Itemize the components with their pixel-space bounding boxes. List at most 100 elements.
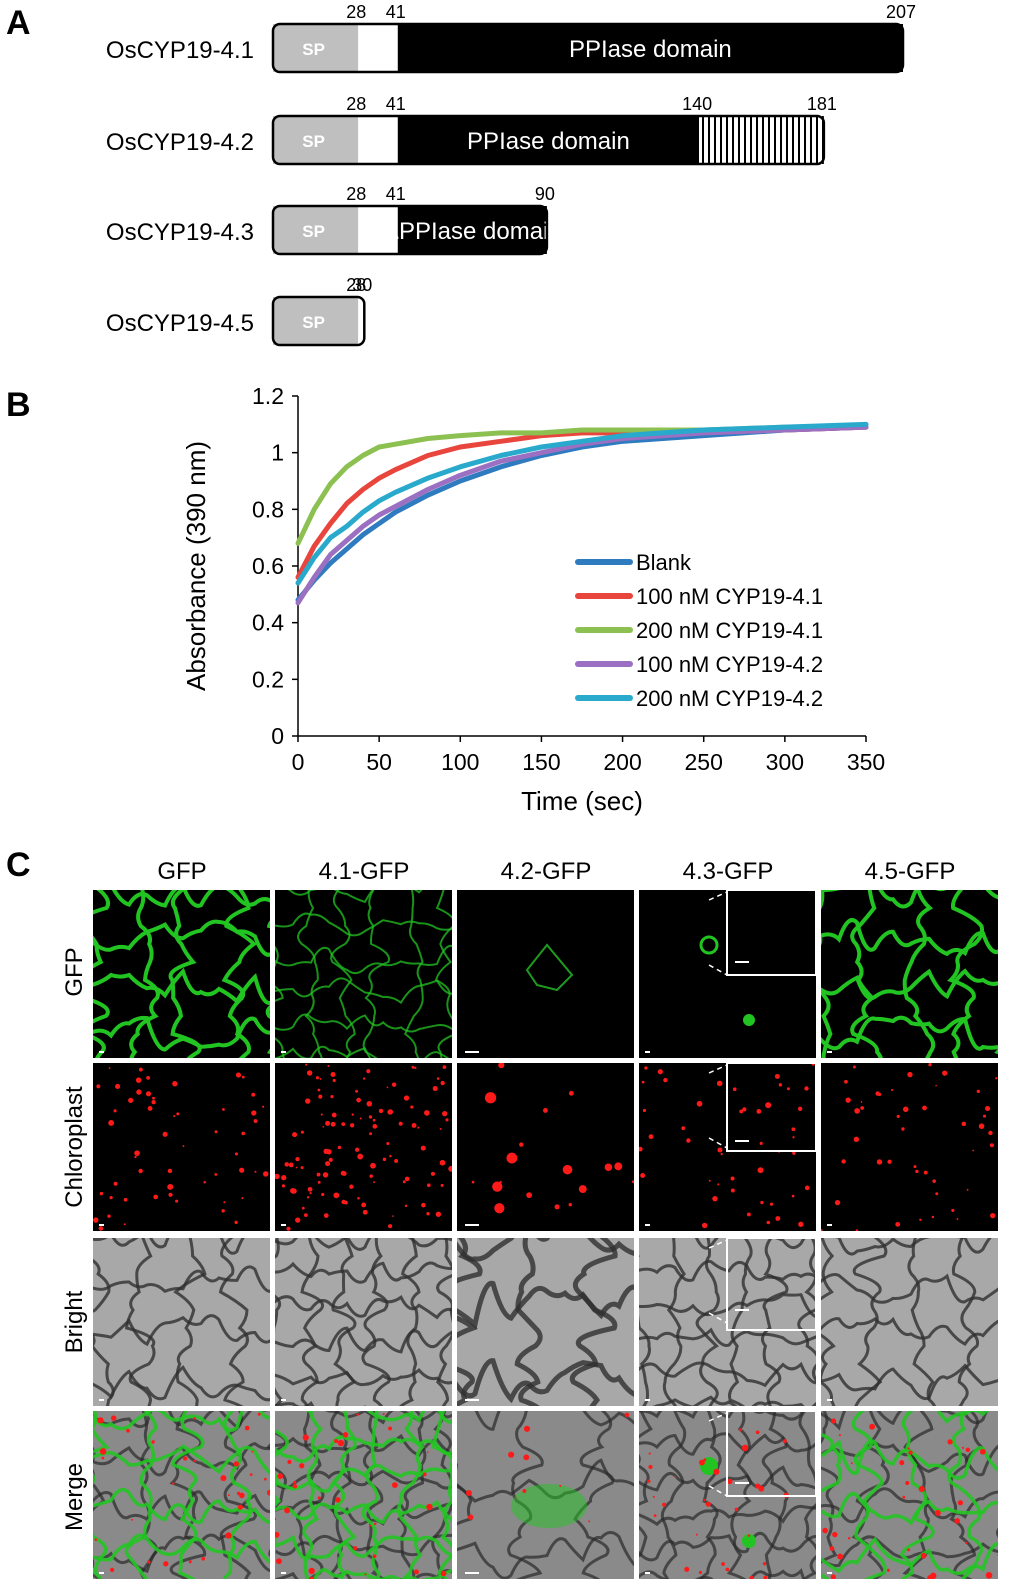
chloroplast-dot — [183, 1456, 188, 1461]
chloroplast-dot — [96, 1084, 101, 1089]
image-background — [275, 890, 452, 1058]
chloroplast-dot — [681, 1126, 686, 1131]
chloroplast-dot — [440, 1570, 447, 1577]
chloroplast-dot — [886, 1568, 890, 1572]
cell-outline — [514, 1238, 543, 1406]
x-tick-label: 150 — [522, 749, 560, 775]
cell-outline — [695, 1238, 720, 1406]
chloroplast-dot — [701, 1222, 708, 1229]
chloroplast-dot — [738, 1428, 742, 1432]
cell-outline — [302, 1411, 324, 1579]
chloroplast-dot — [978, 1123, 985, 1129]
protein-outline — [271, 114, 826, 166]
chloroplast-dot — [378, 1108, 384, 1114]
cell-outline — [291, 1568, 452, 1579]
cell-outline — [222, 1411, 252, 1579]
chloroplast-dot — [985, 1572, 993, 1579]
panel-a-letter: A — [6, 4, 31, 42]
chloroplast-dot — [684, 1566, 690, 1572]
cell-outline — [275, 1238, 452, 1251]
chloroplast-dot — [804, 1086, 809, 1091]
cell-outline — [173, 1238, 207, 1406]
chloroplast-dot — [244, 1425, 250, 1431]
signal-peptide-label: SP — [302, 313, 325, 332]
legend-label: 200 nM CYP19-4.2 — [636, 686, 823, 711]
cell-outline — [798, 1411, 816, 1579]
chloroplast-dot — [657, 1069, 663, 1075]
cell-outline — [221, 890, 257, 1058]
cell-outline — [93, 1533, 270, 1574]
cell-outline — [457, 1358, 634, 1404]
chloroplast-dot — [876, 1159, 883, 1165]
chloroplast-dot — [309, 1191, 312, 1195]
chloroplast-dot — [935, 1084, 937, 1087]
chloroplast-dot — [965, 1541, 968, 1545]
chloroplast-dot — [251, 1092, 256, 1097]
residue-position-label: 207 — [886, 2, 916, 22]
chloroplast-dot — [642, 1108, 647, 1113]
inset-frame — [726, 1238, 816, 1331]
chloroplast-dot — [468, 1514, 474, 1520]
cell-outline — [821, 1432, 843, 1579]
chloroplast-dot — [954, 1518, 960, 1524]
chloroplast-dot — [822, 1527, 828, 1534]
micrograph-bright-gfp — [93, 1238, 270, 1406]
cell-outline — [275, 1294, 452, 1320]
chloroplast-dot — [354, 1147, 360, 1152]
chloroplast-dot — [568, 1090, 574, 1096]
chloroplast-dot — [411, 1123, 417, 1128]
chloroplast-dot — [281, 1184, 286, 1188]
y-axis-title: Absorbance (390 nm) — [181, 441, 211, 691]
cell-outline — [639, 1259, 816, 1282]
chloroplast-dot — [382, 1413, 385, 1416]
chloroplast-dot — [320, 1113, 323, 1116]
chloroplast-dot — [147, 1560, 151, 1564]
chloroplast-dot — [134, 1150, 140, 1157]
chloroplast-dot — [631, 1180, 634, 1184]
chloroplast-dot — [175, 1199, 179, 1203]
chloroplast-dot — [388, 1426, 393, 1431]
chloroplast-dot — [328, 1157, 333, 1162]
y-tick-label: 0.8 — [252, 496, 284, 522]
chloroplast-dot — [126, 1428, 130, 1433]
residue-position-label: 41 — [386, 94, 406, 114]
chloroplast-dot — [644, 1066, 648, 1070]
series-line — [295, 424, 869, 580]
micrograph-merge-4-1-gfp — [275, 1411, 452, 1579]
cell-outline — [362, 890, 390, 1058]
chloroplast-dot — [221, 1209, 225, 1213]
chloroplast-dot — [850, 1462, 853, 1465]
chloroplast-dot — [696, 1100, 703, 1107]
chloroplast-dot — [804, 1185, 810, 1191]
chloroplast-dot — [373, 1181, 376, 1184]
chloroplast-dot — [93, 1217, 99, 1223]
chloroplast-dot — [440, 1080, 445, 1086]
chloroplast-dot — [351, 1113, 354, 1116]
chloroplast-dot — [253, 1119, 258, 1124]
chloroplast-dot — [907, 1071, 913, 1078]
chloroplast-dot — [648, 1134, 654, 1140]
chloroplast-dot — [107, 1214, 111, 1218]
chloroplast-dot — [295, 1217, 301, 1223]
chloroplast-dot — [554, 1204, 560, 1210]
cell-outline — [639, 1504, 816, 1527]
cell-outline — [435, 890, 452, 1058]
chloroplast-dot — [138, 1168, 143, 1174]
column-label-4-1-gfp: 4.1-GFP — [318, 858, 410, 885]
cell-outline — [851, 1411, 887, 1579]
micrograph-image — [93, 1411, 270, 1579]
chloroplast-dot — [442, 1065, 447, 1069]
protein-name: OsCYP19-4.3 — [106, 219, 254, 246]
chloroplast-dot — [317, 1180, 321, 1184]
chloroplast-dot — [307, 1186, 313, 1192]
cell-outline — [457, 1531, 634, 1579]
residue-position-label: 181 — [807, 94, 837, 114]
cell-outline — [639, 1432, 816, 1456]
chloroplast-dot — [930, 1572, 937, 1579]
chloroplast-dot — [359, 1117, 362, 1120]
chloroplast-dot — [648, 1464, 653, 1470]
micrograph-image — [275, 1063, 452, 1231]
chloroplast-dot — [182, 1145, 185, 1148]
cell-outline — [300, 1238, 325, 1406]
cell-outline — [474, 1411, 634, 1431]
